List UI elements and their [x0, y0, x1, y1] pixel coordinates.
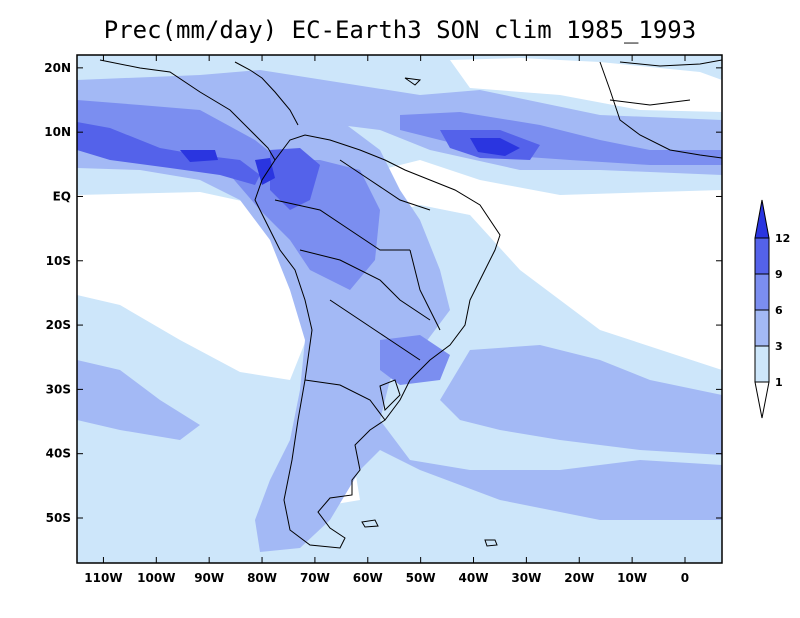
coastlines	[99, 59, 722, 549]
colorbar-seg-9-12	[754, 237, 770, 275]
contour-above-12-pacific	[180, 150, 218, 162]
contour-9-12-pacific-itcz	[77, 122, 260, 185]
lat-tick-label: EQ	[53, 189, 71, 203]
colorbar-level-label: 1	[775, 376, 783, 389]
contour-below-1-north-atlantic	[450, 58, 722, 112]
colorbar-level-label: 12	[775, 232, 790, 245]
colorbar-level-label: 3	[775, 340, 783, 353]
lon-tick-label: 0	[681, 571, 689, 585]
contour-below-1-south-atlantic-tropical	[360, 160, 722, 370]
lat-tick-label: 50S	[46, 511, 71, 525]
lon-tick-label: 60W	[353, 571, 383, 585]
lat-tick-label: 20N	[44, 61, 71, 75]
lon-tick-label: 90W	[194, 571, 224, 585]
lat-tick-label: 30S	[46, 382, 71, 396]
longitude-axis: 110W 100W 90W 80W 70W 60W 50W 40W 30W 20W 10W 0	[84, 55, 689, 585]
lon-tick-label: 40W	[459, 571, 489, 585]
lon-tick-label: 80W	[247, 571, 277, 585]
lon-tick-label: 100W	[137, 571, 175, 585]
lat-tick-label: 10S	[46, 254, 71, 268]
latitude-axis: 20N 10N EQ 10S 20S 30S 40S 50S	[44, 61, 722, 525]
lon-tick-label: 110W	[84, 571, 122, 585]
contour-fill-layer	[77, 55, 722, 563]
plot-title: Prec(mm/day) EC-Earth3 SON clim 1985_199…	[103, 16, 697, 44]
lon-tick-label: 70W	[300, 571, 330, 585]
lat-tick-label: 10N	[44, 125, 71, 139]
colorbar-level-label: 9	[775, 268, 783, 281]
contour-3-6-se-pacific-south	[77, 360, 200, 440]
lon-tick-label: 10W	[617, 571, 647, 585]
contour-above-12-atlantic	[470, 138, 520, 156]
colorbar-seg-6-9	[754, 273, 770, 311]
lat-tick-label: 20S	[46, 318, 71, 332]
contour-9-12-andes	[270, 148, 320, 210]
colorbar-level-label: 6	[775, 304, 783, 317]
colorbar-seg-3-6	[754, 309, 770, 347]
colorbar: 12 9 6 3 1	[754, 199, 790, 419]
colorbar-triangle-top	[754, 199, 770, 239]
lon-tick-label: 50W	[406, 571, 436, 585]
contour-3-6-south-atlantic	[440, 345, 722, 455]
colorbar-seg-1-3	[754, 345, 770, 383]
lon-tick-label: 20W	[564, 571, 594, 585]
plot-frame	[76, 54, 723, 564]
contour-below-1-se-pacific	[77, 192, 310, 380]
lon-tick-label: 30W	[511, 571, 541, 585]
contour-6-9-la-plata	[380, 335, 450, 385]
contour-6-9-atlantic-itcz	[400, 112, 722, 165]
colorbar-triangle-bottom	[754, 381, 770, 419]
contour-3-6-main	[77, 80, 722, 552]
lat-tick-label: 40S	[46, 447, 71, 461]
contour-above-12-colombia	[255, 158, 275, 185]
